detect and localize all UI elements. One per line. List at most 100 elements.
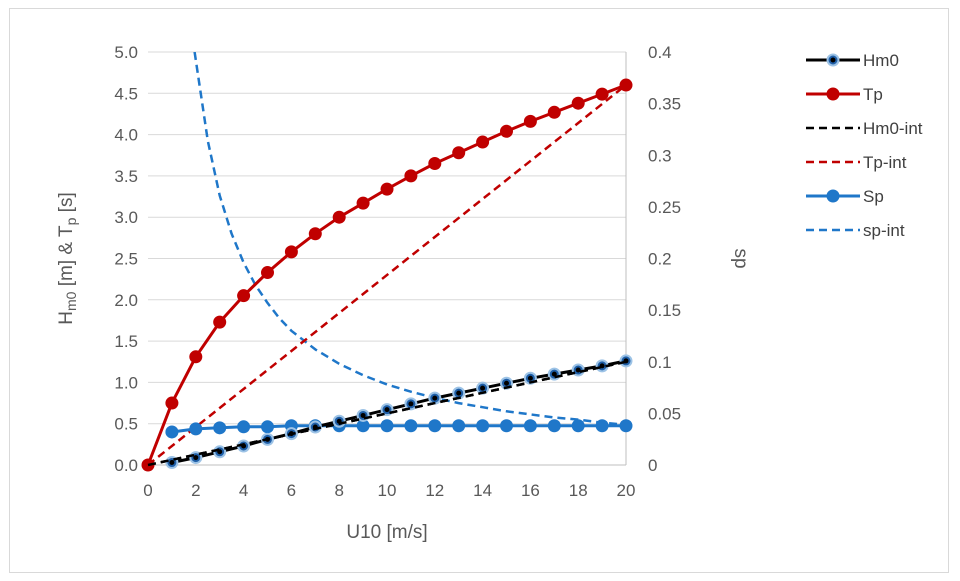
y-label-subscript: m0 xyxy=(63,291,79,311)
marker-hm0-center xyxy=(432,395,438,401)
marker-sp xyxy=(356,419,370,433)
axes xyxy=(148,52,627,466)
marker-hm0-center xyxy=(456,390,462,396)
marker-tp xyxy=(237,289,251,303)
marker-tp xyxy=(476,135,490,149)
marker-sp xyxy=(261,420,274,434)
marker-tp xyxy=(595,87,609,101)
marker-sp xyxy=(547,419,561,433)
y-label-subscript: p xyxy=(63,217,79,225)
marker-tp xyxy=(523,114,537,128)
y-right-tick-label: 0.3 xyxy=(648,146,672,165)
y-right-tick-label: 0.25 xyxy=(648,198,681,217)
y-left-tick-label: 0.0 xyxy=(114,456,138,475)
marker-hm0-center xyxy=(504,380,509,386)
y-label-part: [s] xyxy=(56,192,77,217)
y-left-tick-label: 4.0 xyxy=(114,126,138,145)
y-right-tick-label: 0.15 xyxy=(648,301,681,320)
marker-sp xyxy=(476,419,490,433)
x-axis-label: U10 [m/s] xyxy=(346,522,427,543)
grid-lines xyxy=(148,51,626,425)
x-tick-label: 14 xyxy=(473,481,492,500)
x-tick-label: 12 xyxy=(425,481,444,500)
x-tick-label: 10 xyxy=(378,481,397,500)
chart-frame xyxy=(9,8,949,573)
legend-label-tp: Tp xyxy=(863,85,883,104)
marker-sp xyxy=(165,425,179,439)
y-left-tick-label: 4.5 xyxy=(114,84,138,103)
y-left-tick-label: 1.0 xyxy=(114,373,138,392)
marker-tp xyxy=(356,196,370,210)
marker-tp xyxy=(404,169,418,183)
y-left-tick-label: 2.0 xyxy=(114,291,138,310)
x-tick-label: 4 xyxy=(239,481,248,500)
marker-tp xyxy=(284,245,298,259)
y-right-tick-label: 0.05 xyxy=(648,404,681,423)
marker-tp xyxy=(500,124,513,138)
legend-label-sp-int: sp-int xyxy=(863,221,905,240)
y-label-part: [m] & T xyxy=(56,225,77,292)
marker-sp xyxy=(595,419,609,433)
marker-sp xyxy=(380,419,394,433)
legend-label-hm0-int: Hm0-int xyxy=(863,119,923,138)
y-left-tick-label: 0.5 xyxy=(114,415,138,434)
y-left-tick-label: 3.5 xyxy=(114,167,138,186)
y-right-tick-label: 0.35 xyxy=(648,95,681,114)
marker-tp xyxy=(308,227,322,241)
legend-marker-hm0-center xyxy=(830,57,836,63)
tick-labels: 0.0 0.5 1.0 1.5 2.0 2.5 3.0 3.5 4.0 4.5 5.0 0 0.05 0.… xyxy=(114,43,681,500)
marker-tp xyxy=(332,210,346,224)
marker-tp xyxy=(452,146,466,160)
marker-sp xyxy=(500,419,513,433)
marker-hm0-center xyxy=(193,455,199,461)
series-line-sp-int xyxy=(193,52,627,426)
marker-sp xyxy=(404,419,418,433)
marker-sp xyxy=(619,419,633,433)
legend-marker-tp xyxy=(826,87,840,101)
y-left-axis-label: Hm0 [m] & Tp [s] xyxy=(56,192,79,325)
y-right-tick-label: 0.2 xyxy=(648,250,672,269)
series-line-tp-int xyxy=(147,84,627,466)
marker-hm0-center xyxy=(599,363,605,369)
marker-hm0-center xyxy=(551,371,557,377)
marker-hm0-center xyxy=(575,367,581,373)
marker-tp xyxy=(213,315,227,329)
y-right-tick-label: 0.4 xyxy=(648,43,672,62)
x-tick-label: 20 xyxy=(617,481,636,500)
marker-sp xyxy=(571,419,585,433)
x-tick-label: 2 xyxy=(191,481,200,500)
y-left-tick-label: 1.5 xyxy=(114,332,138,351)
marker-sp xyxy=(237,420,251,434)
marker-tp xyxy=(165,396,179,410)
y-right-tick-label: 0.1 xyxy=(648,353,672,372)
legend: Hm0 Tp Hm0-int Tp-int Sp sp-int xyxy=(806,51,923,240)
marker-sp xyxy=(213,421,227,435)
marker-tp xyxy=(380,182,394,196)
marker-tp xyxy=(547,105,561,119)
y-left-tick-label: 5.0 xyxy=(114,43,138,62)
marker-sp xyxy=(189,422,203,436)
marker-sp xyxy=(428,419,442,433)
marker-tp xyxy=(261,266,274,280)
legend-label-tp-int: Tp-int xyxy=(863,153,907,172)
marker-sp xyxy=(523,419,537,433)
marker-hm0-center xyxy=(384,407,390,413)
marker-tp xyxy=(571,96,585,110)
marker-hm0-center xyxy=(169,460,175,466)
x-tick-label: 0 xyxy=(143,481,152,500)
marker-hm0-center xyxy=(408,401,414,407)
legend-marker-sp xyxy=(826,189,840,203)
y-left-tick-label: 3.0 xyxy=(114,208,138,227)
y-right-axis-label: sp xyxy=(730,248,751,268)
x-tick-label: 18 xyxy=(569,481,588,500)
legend-label-sp: Sp xyxy=(863,187,884,206)
series-line-hm0-int-overlay xyxy=(147,360,627,467)
marker-tp xyxy=(189,350,203,364)
marker-hm0-center xyxy=(360,412,366,418)
x-tick-label: 16 xyxy=(521,481,540,500)
marker-tp xyxy=(428,157,442,171)
legend-label-hm0: Hm0 xyxy=(863,51,899,70)
y-left-tick-label: 2.5 xyxy=(114,250,138,269)
y-right-tick-label: 0 xyxy=(648,456,657,475)
